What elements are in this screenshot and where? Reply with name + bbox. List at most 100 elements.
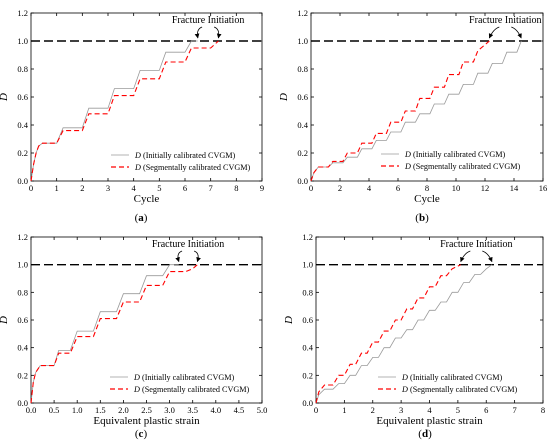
x-tick-label: 7 (513, 405, 517, 415)
series-line-0 (315, 264, 493, 404)
y-tick-label: 0.2 (17, 148, 28, 158)
x-tick-label: 0.5 (49, 405, 60, 415)
x-axis-title: Equivalent plastic strain (93, 415, 200, 427)
x-tick-label: 1 (342, 405, 346, 415)
panel-label: (d) (418, 428, 432, 440)
x-tick-label: 14 (510, 183, 519, 193)
y-tick-label: 1.0 (297, 36, 308, 46)
annotation-arrow (213, 26, 222, 39)
annotation-arrow (460, 250, 471, 263)
x-tick-label: 2.0 (118, 405, 129, 415)
y-tick-label: 0.2 (302, 370, 313, 380)
x-tick-label: 12 (481, 183, 490, 193)
x-tick-label: 4 (427, 405, 432, 415)
x-tick-label: 8 (425, 183, 429, 193)
y-tick-label: 0.8 (302, 287, 313, 297)
x-tick-label: 3 (106, 183, 110, 193)
y-tick-label: 0.6 (302, 315, 313, 325)
y-tick-label: 0.0 (17, 176, 28, 186)
y-tick-label: 1.2 (17, 8, 28, 18)
y-tick-label: 0.6 (17, 92, 28, 102)
x-tick-label: 4 (367, 183, 372, 193)
annotation-arrow (511, 26, 522, 39)
x-tick-label: 6 (484, 405, 488, 415)
y-tick-label: 0.0 (302, 398, 313, 408)
annotation-arrow (488, 26, 500, 39)
y-tick-label: 0.0 (297, 176, 308, 186)
y-tick-label: 0.4 (17, 343, 28, 353)
y-tick-label: 0.2 (297, 148, 308, 158)
x-tick-label: 1 (55, 183, 59, 193)
y-tick-label: 0.8 (17, 287, 28, 297)
x-tick-label: 9 (260, 183, 264, 193)
x-tick-label: 4.0 (210, 405, 221, 415)
x-tick-label: 5.0 (257, 405, 268, 415)
x-tick-label: 2 (80, 183, 84, 193)
y-tick-label: 0.2 (17, 370, 28, 380)
y-tick-label: 0.8 (17, 64, 28, 74)
x-tick-label: 6 (396, 183, 400, 193)
panel-label: (b) (415, 212, 429, 224)
y-tick-label: 1.0 (302, 260, 313, 270)
annotation-label: Fracture Initiation (469, 15, 541, 26)
y-axis-title: D (283, 316, 295, 325)
y-axis-title: D (0, 316, 10, 325)
annotation-label: Fracture Initiation (172, 15, 244, 26)
x-tick-label: 0.0 (26, 405, 37, 415)
annotation-arrow (175, 250, 183, 263)
annotation-arrow (482, 250, 493, 263)
y-tick-label: 0.8 (297, 64, 308, 74)
y-tick-label: 1.0 (17, 36, 28, 46)
x-tick-label: 10 (452, 183, 461, 193)
series-line-0 (30, 40, 198, 182)
y-axis-title: D (0, 93, 10, 102)
annotation-label: Fracture Initiation (440, 239, 512, 250)
legend-label-1: D (Segmentally calibrated CVGM) (401, 385, 518, 394)
y-tick-label: 1.0 (17, 260, 28, 270)
legend-label-0: D (Initially calibrated CVGM) (401, 373, 503, 382)
series-line-1 (310, 40, 490, 182)
y-tick-label: 0.4 (302, 343, 313, 353)
chart-panel-2: 0.0 0.5 1.0 1.5 2.0 2.5 3.0 3.5 4.0 4.5 5.0 0.0 0.2 0… (0, 232, 267, 440)
annotation-label: Fracture Initiation (152, 239, 224, 250)
x-tick-label: 2 (338, 183, 342, 193)
x-tick-label: 0 (29, 183, 33, 193)
legend-label-1: D (Segmentally calibrated CVGM) (134, 163, 251, 172)
y-axis-title: D (278, 93, 290, 102)
annotation-arrow (193, 250, 201, 263)
y-tick-label: 0.4 (17, 120, 28, 130)
y-tick-label: 1.2 (302, 232, 313, 242)
legend-label-0: D (Initially calibrated CVGM) (134, 151, 236, 160)
legend-label-1: D (Segmentally calibrated CVGM) (404, 162, 521, 171)
x-tick-label: 3.5 (187, 405, 198, 415)
x-tick-label: 2.5 (141, 405, 152, 415)
panel-label: (a) (135, 212, 148, 224)
legend-label-0: D (Initially calibrated CVGM) (133, 373, 235, 382)
x-tick-label: 7 (209, 183, 213, 193)
x-tick-label: 1.5 (95, 405, 106, 415)
x-tick-label: 6 (183, 183, 187, 193)
x-tick-label: 2 (371, 405, 375, 415)
x-tick-label: 3 (399, 405, 403, 415)
chart-panel-1: 0 2 4 6 8 10 12 14 16 0.0 0.2 0.4 0.6 0.8 1.0 1.2 Cycle D… (278, 8, 547, 224)
x-tick-label: 4.5 (234, 405, 245, 415)
x-tick-label: 4 (132, 183, 137, 193)
x-tick-label: 5 (456, 405, 460, 415)
chart-panel-0: 0 1 2 3 4 5 6 7 8 9 0.0 0.2 0.4 0.6 0.8 1.0 1.2 Cycle D Fra… (0, 8, 264, 224)
series-line-1 (315, 264, 461, 404)
x-tick-label: 3.0 (164, 405, 175, 415)
x-tick-label: 8 (234, 183, 238, 193)
panel-label: (c) (135, 428, 148, 440)
y-tick-label: 0.0 (17, 398, 28, 408)
annotation-arrow (194, 26, 203, 39)
y-tick-label: 0.4 (297, 120, 308, 130)
x-tick-label: 16 (539, 183, 548, 193)
series-line-0 (310, 40, 522, 182)
x-tick-label: 1.0 (72, 405, 83, 415)
chart-panel-3: 0 1 2 3 4 5 6 7 8 0.0 0.2 0.4 0.6 0.8 1.0 1.2 Equivalent… (283, 232, 545, 440)
x-axis-title: Cycle (414, 193, 440, 205)
legend-label-0: D (Initially calibrated CVGM) (404, 150, 506, 159)
x-axis-title: Equivalent plastic strain (376, 415, 483, 427)
legend-label-1: D (Segmentally calibrated CVGM) (133, 385, 250, 394)
